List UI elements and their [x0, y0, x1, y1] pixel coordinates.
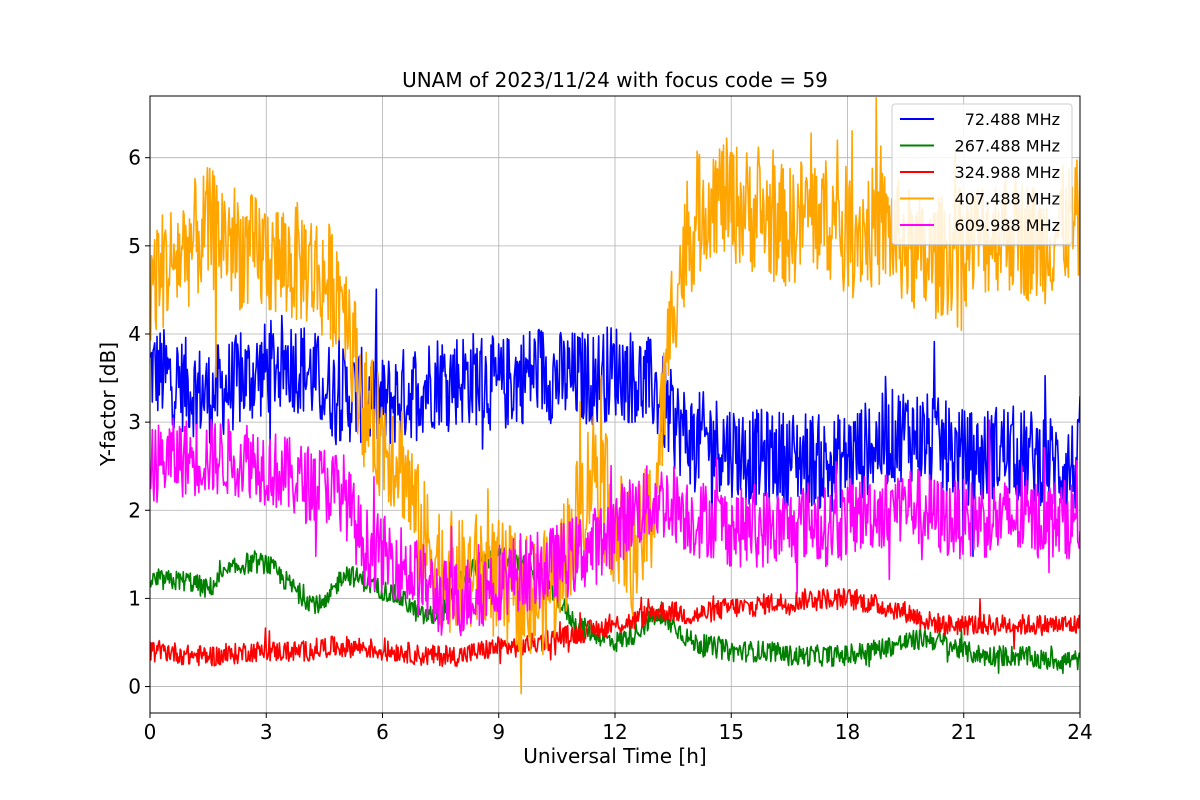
x-tick-label: 18	[835, 720, 860, 744]
chart-title: UNAM of 2023/11/24 with focus code = 59	[402, 68, 828, 92]
x-tick-label: 24	[1067, 720, 1092, 744]
legend-box	[891, 103, 1073, 245]
x-tick-label: 15	[719, 720, 744, 744]
y-tick-label: 5	[128, 234, 141, 258]
series-line	[150, 417, 1080, 637]
y-tick-label: 6	[128, 146, 141, 170]
x-axis-label: Universal Time [h]	[523, 744, 706, 768]
series-line	[150, 588, 1080, 667]
series-line	[150, 288, 1080, 557]
y-tick-label: 3	[128, 410, 141, 434]
x-tick-label: 21	[951, 720, 976, 744]
x-tick-label: 12	[602, 720, 627, 744]
legend: 72.488 MHz 267.488 MHz 324.988 MHz 407.488 …	[891, 103, 1073, 245]
x-tick-label: 0	[144, 720, 157, 744]
legend-label: 324.988 MHz	[955, 163, 1060, 182]
legend-label: 407.488 MHz	[955, 190, 1060, 209]
series-line	[150, 546, 1080, 675]
y-tick-label: 2	[128, 498, 141, 522]
y-axis-ticks: 0 1 2 3 4 5 6	[128, 146, 150, 699]
y-tick-label: 1	[128, 586, 141, 610]
x-tick-label: 6	[376, 720, 389, 744]
y-tick-label: 0	[128, 675, 141, 699]
legend-label: 72.488 MHz	[965, 110, 1060, 129]
x-tick-label: 9	[492, 720, 505, 744]
x-axis-ticks: 0 3 6 9 12 15 18 21 24	[144, 713, 1093, 744]
x-tick-label: 3	[260, 720, 273, 744]
legend-label: 609.988 MHz	[955, 216, 1060, 235]
y-tick-label: 4	[128, 322, 141, 346]
legend-label: 267.488 MHz	[955, 137, 1060, 156]
y-axis-label: Y-factor [dB]	[96, 342, 120, 467]
